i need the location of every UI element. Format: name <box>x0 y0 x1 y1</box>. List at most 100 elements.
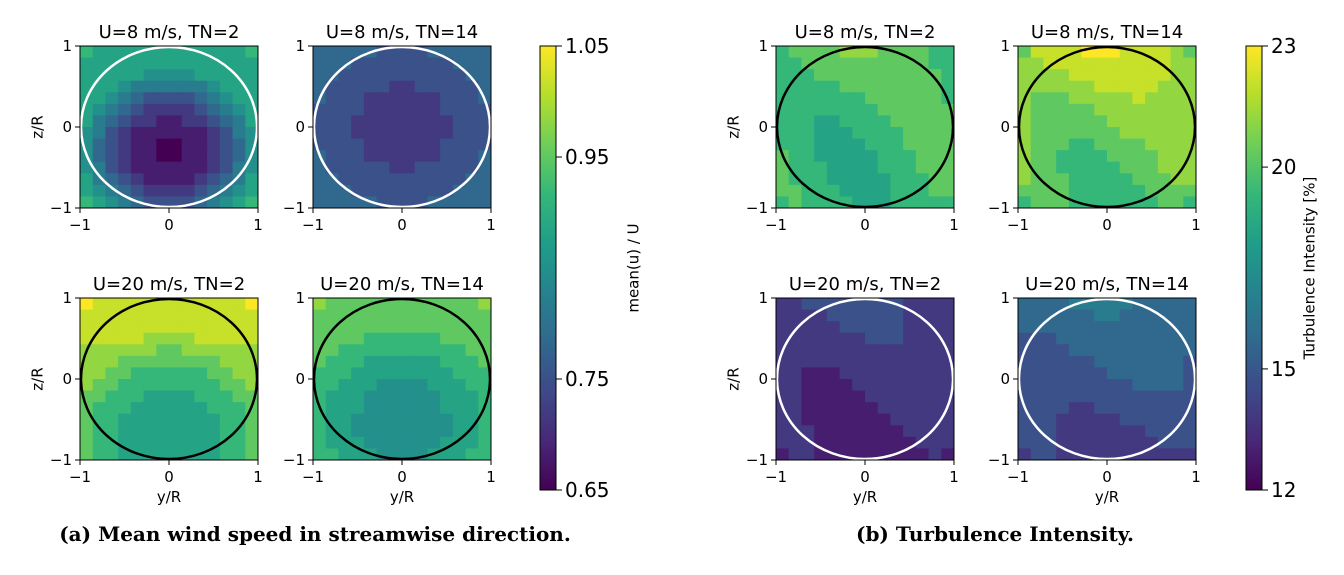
heatmap-cell <box>313 379 327 392</box>
heatmap-cell <box>1107 57 1121 70</box>
heatmap-cell <box>852 115 866 128</box>
heatmap-cell <box>801 402 815 415</box>
heatmap-cell <box>245 379 258 392</box>
heatmap-cell <box>1157 69 1172 82</box>
heatmap-cell <box>232 379 246 392</box>
heatmap-cell <box>839 173 853 186</box>
heatmap-cell <box>839 413 853 426</box>
heatmap-cell <box>877 344 892 357</box>
heatmap-cell <box>915 379 930 392</box>
heatmap-cell <box>105 367 119 380</box>
heatmap-cell <box>105 127 119 140</box>
heatmap-cell <box>877 80 892 93</box>
heatmap-cell <box>363 367 378 380</box>
heatmap-cell <box>105 115 119 128</box>
heatmap-cell <box>338 413 352 426</box>
heatmap-cell <box>156 332 170 345</box>
heatmap-cell <box>928 355 942 369</box>
heatmap-cell <box>143 69 157 82</box>
heatmap-cell <box>814 344 828 357</box>
heatmap-cell <box>130 367 145 380</box>
heatmap-cell <box>130 413 145 426</box>
heatmap-cell <box>903 344 917 357</box>
heatmap-cell <box>427 425 441 438</box>
rotor-circle <box>79 45 259 209</box>
heatmap-cell <box>232 436 246 450</box>
heatmap-cell <box>877 332 892 345</box>
heatmap-cell <box>427 379 441 392</box>
heatmap-cell <box>1056 69 1070 82</box>
heatmap-cell <box>389 57 403 70</box>
heatmap-cell <box>839 425 853 438</box>
heatmap-cell <box>941 425 954 438</box>
y-tick-label: 1 <box>758 37 768 55</box>
heatmap-cell <box>1018 448 1032 460</box>
heatmap-cell <box>143 344 157 357</box>
heatmap-cell <box>1183 196 1196 208</box>
heatmap-cell <box>1056 150 1070 163</box>
y-tick-label: 1 <box>758 289 768 307</box>
heatmap-cell <box>839 379 853 392</box>
heatmap-cell <box>219 161 234 174</box>
heatmap-cell <box>325 103 340 117</box>
heatmap-cell <box>852 92 866 105</box>
heatmap-cell <box>928 103 942 117</box>
heatmap-cell <box>852 448 866 460</box>
heatmap-cell <box>194 150 208 163</box>
heatmap-cell <box>1183 184 1196 198</box>
heatmap-cell <box>788 138 803 151</box>
heatmap-cell <box>865 298 879 311</box>
heatmap-cell <box>325 173 340 186</box>
heatmap-cell <box>1018 425 1032 438</box>
heatmap-cell <box>941 321 954 334</box>
heatmap-cell <box>1119 390 1134 403</box>
y-tick-label: 0 <box>1000 370 1010 388</box>
x-tick-label: 1 <box>1191 468 1201 486</box>
heatmap-cell <box>232 115 246 128</box>
heatmap-cell <box>1068 103 1083 117</box>
heatmap-cell <box>877 196 892 208</box>
heatmap-cell <box>1170 367 1184 380</box>
heatmap-cell <box>325 367 340 380</box>
heatmap-cell <box>440 92 454 105</box>
heatmap-cell <box>194 309 208 322</box>
heatmap-cell <box>389 69 403 82</box>
heatmap-cell <box>80 46 94 59</box>
caption-b: (b) Turbulence Intensity. <box>855 522 1135 546</box>
heatmap-cell <box>80 309 94 322</box>
heatmap-cell <box>313 184 327 198</box>
heatmap-cell <box>1170 309 1184 322</box>
heatmap-cell <box>194 57 208 70</box>
heatmap-cell <box>1132 69 1146 82</box>
heatmap-cell <box>1119 321 1134 334</box>
x-tick-label: −1 <box>765 216 787 234</box>
heatmap-cell <box>118 425 132 438</box>
heatmap-cell <box>169 367 183 380</box>
heatmap-cell <box>351 332 365 345</box>
heatmap-cell <box>389 184 403 198</box>
heatmap-cell <box>363 127 378 140</box>
heatmap-cell <box>207 138 221 151</box>
heatmap-cell <box>1132 425 1146 438</box>
heatmap-cell <box>1030 355 1045 369</box>
heatmap-cell <box>1107 321 1121 334</box>
heatmap-cell <box>143 436 157 450</box>
heatmap-cell <box>92 355 107 369</box>
heatmap-cell <box>788 436 803 450</box>
heatmap-cell <box>207 344 221 357</box>
heatmap-cell <box>1119 173 1134 186</box>
panel-title: U=8 m/s, TN=14 <box>326 22 478 43</box>
heatmap-cell <box>839 115 853 128</box>
heatmap-cell <box>181 321 196 334</box>
heatmap-cell <box>156 355 170 369</box>
heatmap-cell <box>245 413 258 426</box>
x-tick-label: 1 <box>1191 216 1201 234</box>
heatmap-cell <box>194 402 208 415</box>
heatmap-cell <box>788 184 803 198</box>
heatmap-cell <box>1132 332 1146 345</box>
y-tick-label: 1 <box>295 289 305 307</box>
heatmap-cell <box>143 309 157 322</box>
heatmap-cell <box>181 379 196 392</box>
heatmap-cell <box>890 161 904 174</box>
heatmap-cell <box>414 80 429 93</box>
